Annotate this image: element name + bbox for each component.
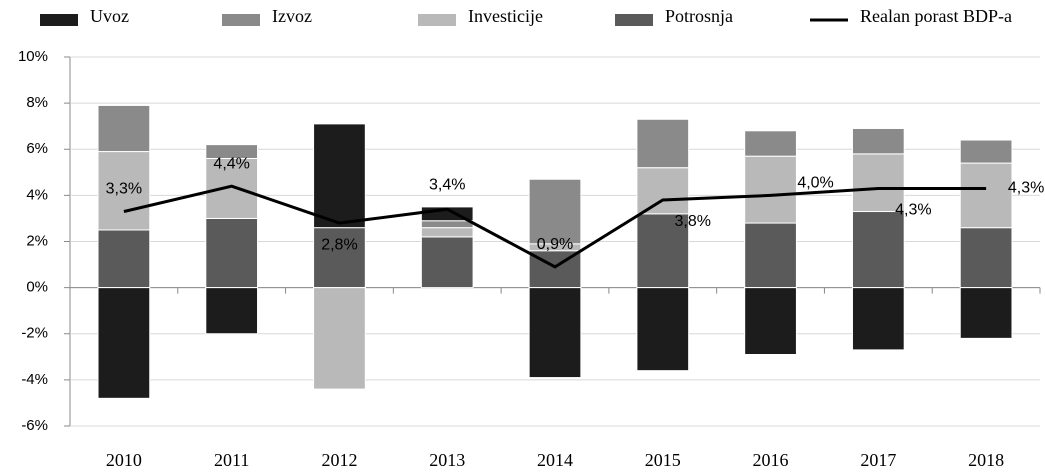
y-tick-label: 2% — [26, 232, 48, 249]
bar-segment — [851, 127, 905, 155]
bar-segment — [97, 104, 151, 153]
bar-segment — [205, 144, 259, 159]
data-label: 4,3% — [1008, 180, 1044, 197]
data-label: 2,8% — [321, 236, 357, 253]
x-tick-label: 2011 — [214, 450, 249, 470]
bar-segment — [851, 287, 905, 351]
y-tick-label: -2% — [21, 325, 48, 342]
data-label: 4,0% — [797, 175, 833, 192]
legend-label: Investicije — [468, 6, 543, 26]
y-tick-label: 4% — [26, 186, 48, 203]
legend-label: Potrosnja — [665, 6, 733, 26]
bar-segment — [744, 155, 797, 224]
data-label: 4,3% — [895, 202, 931, 219]
legend-label: Realan porast BDP-a — [860, 6, 1012, 26]
data-label: 4,4% — [213, 155, 249, 172]
y-tick-label: 0% — [26, 279, 48, 296]
line — [123, 184, 987, 269]
bar-segment — [959, 287, 1013, 339]
x-tick-label: 2017 — [860, 450, 896, 470]
y-tick-label: 10% — [18, 48, 48, 65]
legend-label: Uvoz — [90, 6, 129, 26]
bar-segment — [744, 130, 797, 157]
bar-segment — [636, 213, 690, 289]
bar-segment — [205, 287, 259, 335]
legend-swatch — [40, 14, 78, 26]
bar-segment — [420, 227, 474, 238]
bar-segment — [97, 287, 151, 399]
bar-segment — [97, 151, 151, 231]
bar-segment — [851, 153, 905, 213]
data-label: 3,3% — [106, 181, 142, 198]
bar-segment — [636, 118, 690, 169]
y-tick-label: 8% — [26, 94, 48, 111]
bar-segment — [313, 287, 366, 390]
bar-segment — [851, 211, 905, 289]
data-label: 0,9% — [537, 236, 573, 253]
x-tick-label: 2018 — [968, 450, 1004, 470]
bar-segment — [959, 227, 1013, 289]
bar-segment — [744, 222, 797, 289]
data-label: 3,8% — [675, 213, 711, 230]
bar-segment — [636, 287, 690, 372]
bar-segment — [205, 217, 259, 289]
bar-segment — [636, 167, 690, 215]
bar-segment — [528, 178, 582, 245]
x-tick-label: 2015 — [645, 450, 681, 470]
legend-swatch — [418, 14, 456, 26]
bar-segment — [959, 139, 1013, 164]
y-tick-label: 6% — [26, 140, 48, 157]
bar-segment — [528, 287, 582, 379]
x-tick-label: 2016 — [753, 450, 789, 470]
legend-label: Izvoz — [272, 6, 312, 26]
bar-segment — [420, 220, 474, 229]
bar-segment — [205, 157, 259, 219]
x-tick-label: 2013 — [429, 450, 465, 470]
x-tick-label: 2010 — [106, 450, 142, 470]
x-tick-label: 2012 — [321, 450, 357, 470]
data-label: 3,4% — [429, 176, 465, 193]
legend-swatch — [615, 14, 653, 26]
legend-swatch — [222, 14, 260, 26]
y-tick-label: -4% — [21, 371, 48, 388]
bar-segment — [744, 287, 797, 356]
bar-segment — [420, 236, 474, 289]
y-tick-label: -6% — [21, 417, 48, 434]
bar-segment — [959, 162, 1013, 229]
bar-segment — [313, 123, 366, 229]
x-tick-label: 2014 — [537, 450, 573, 470]
bar-segment — [97, 229, 151, 289]
